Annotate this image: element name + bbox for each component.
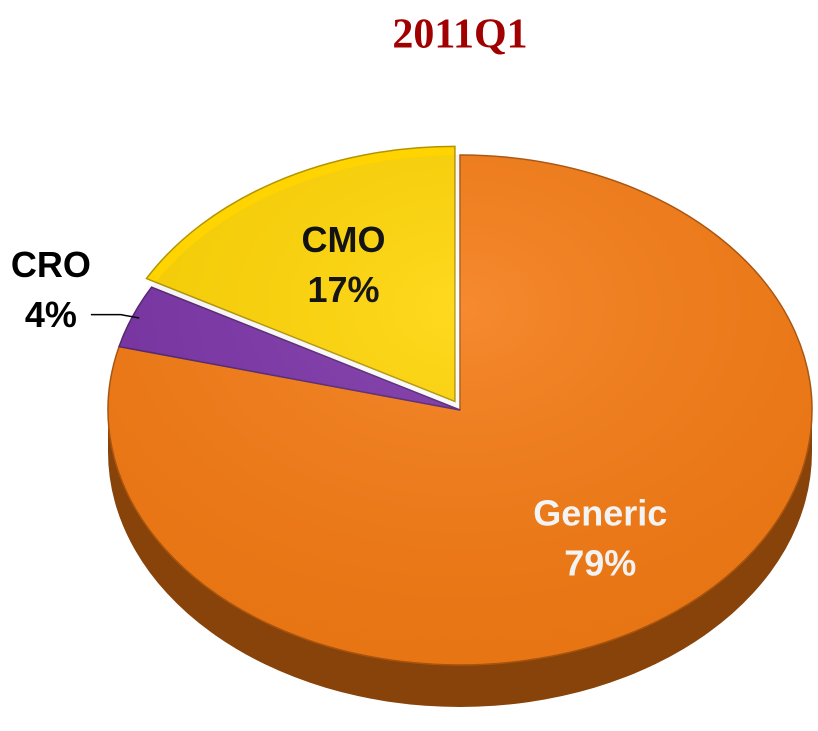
chart-title: 2011Q1 (392, 12, 527, 58)
slice-value-label: 79% (564, 542, 636, 583)
slice-label: CRO (11, 244, 91, 285)
slice-label: Generic (533, 492, 667, 533)
slice-label: CMO (302, 219, 386, 260)
slice-value-label: 17% (308, 269, 380, 310)
slice-value-label: 4% (25, 294, 77, 335)
